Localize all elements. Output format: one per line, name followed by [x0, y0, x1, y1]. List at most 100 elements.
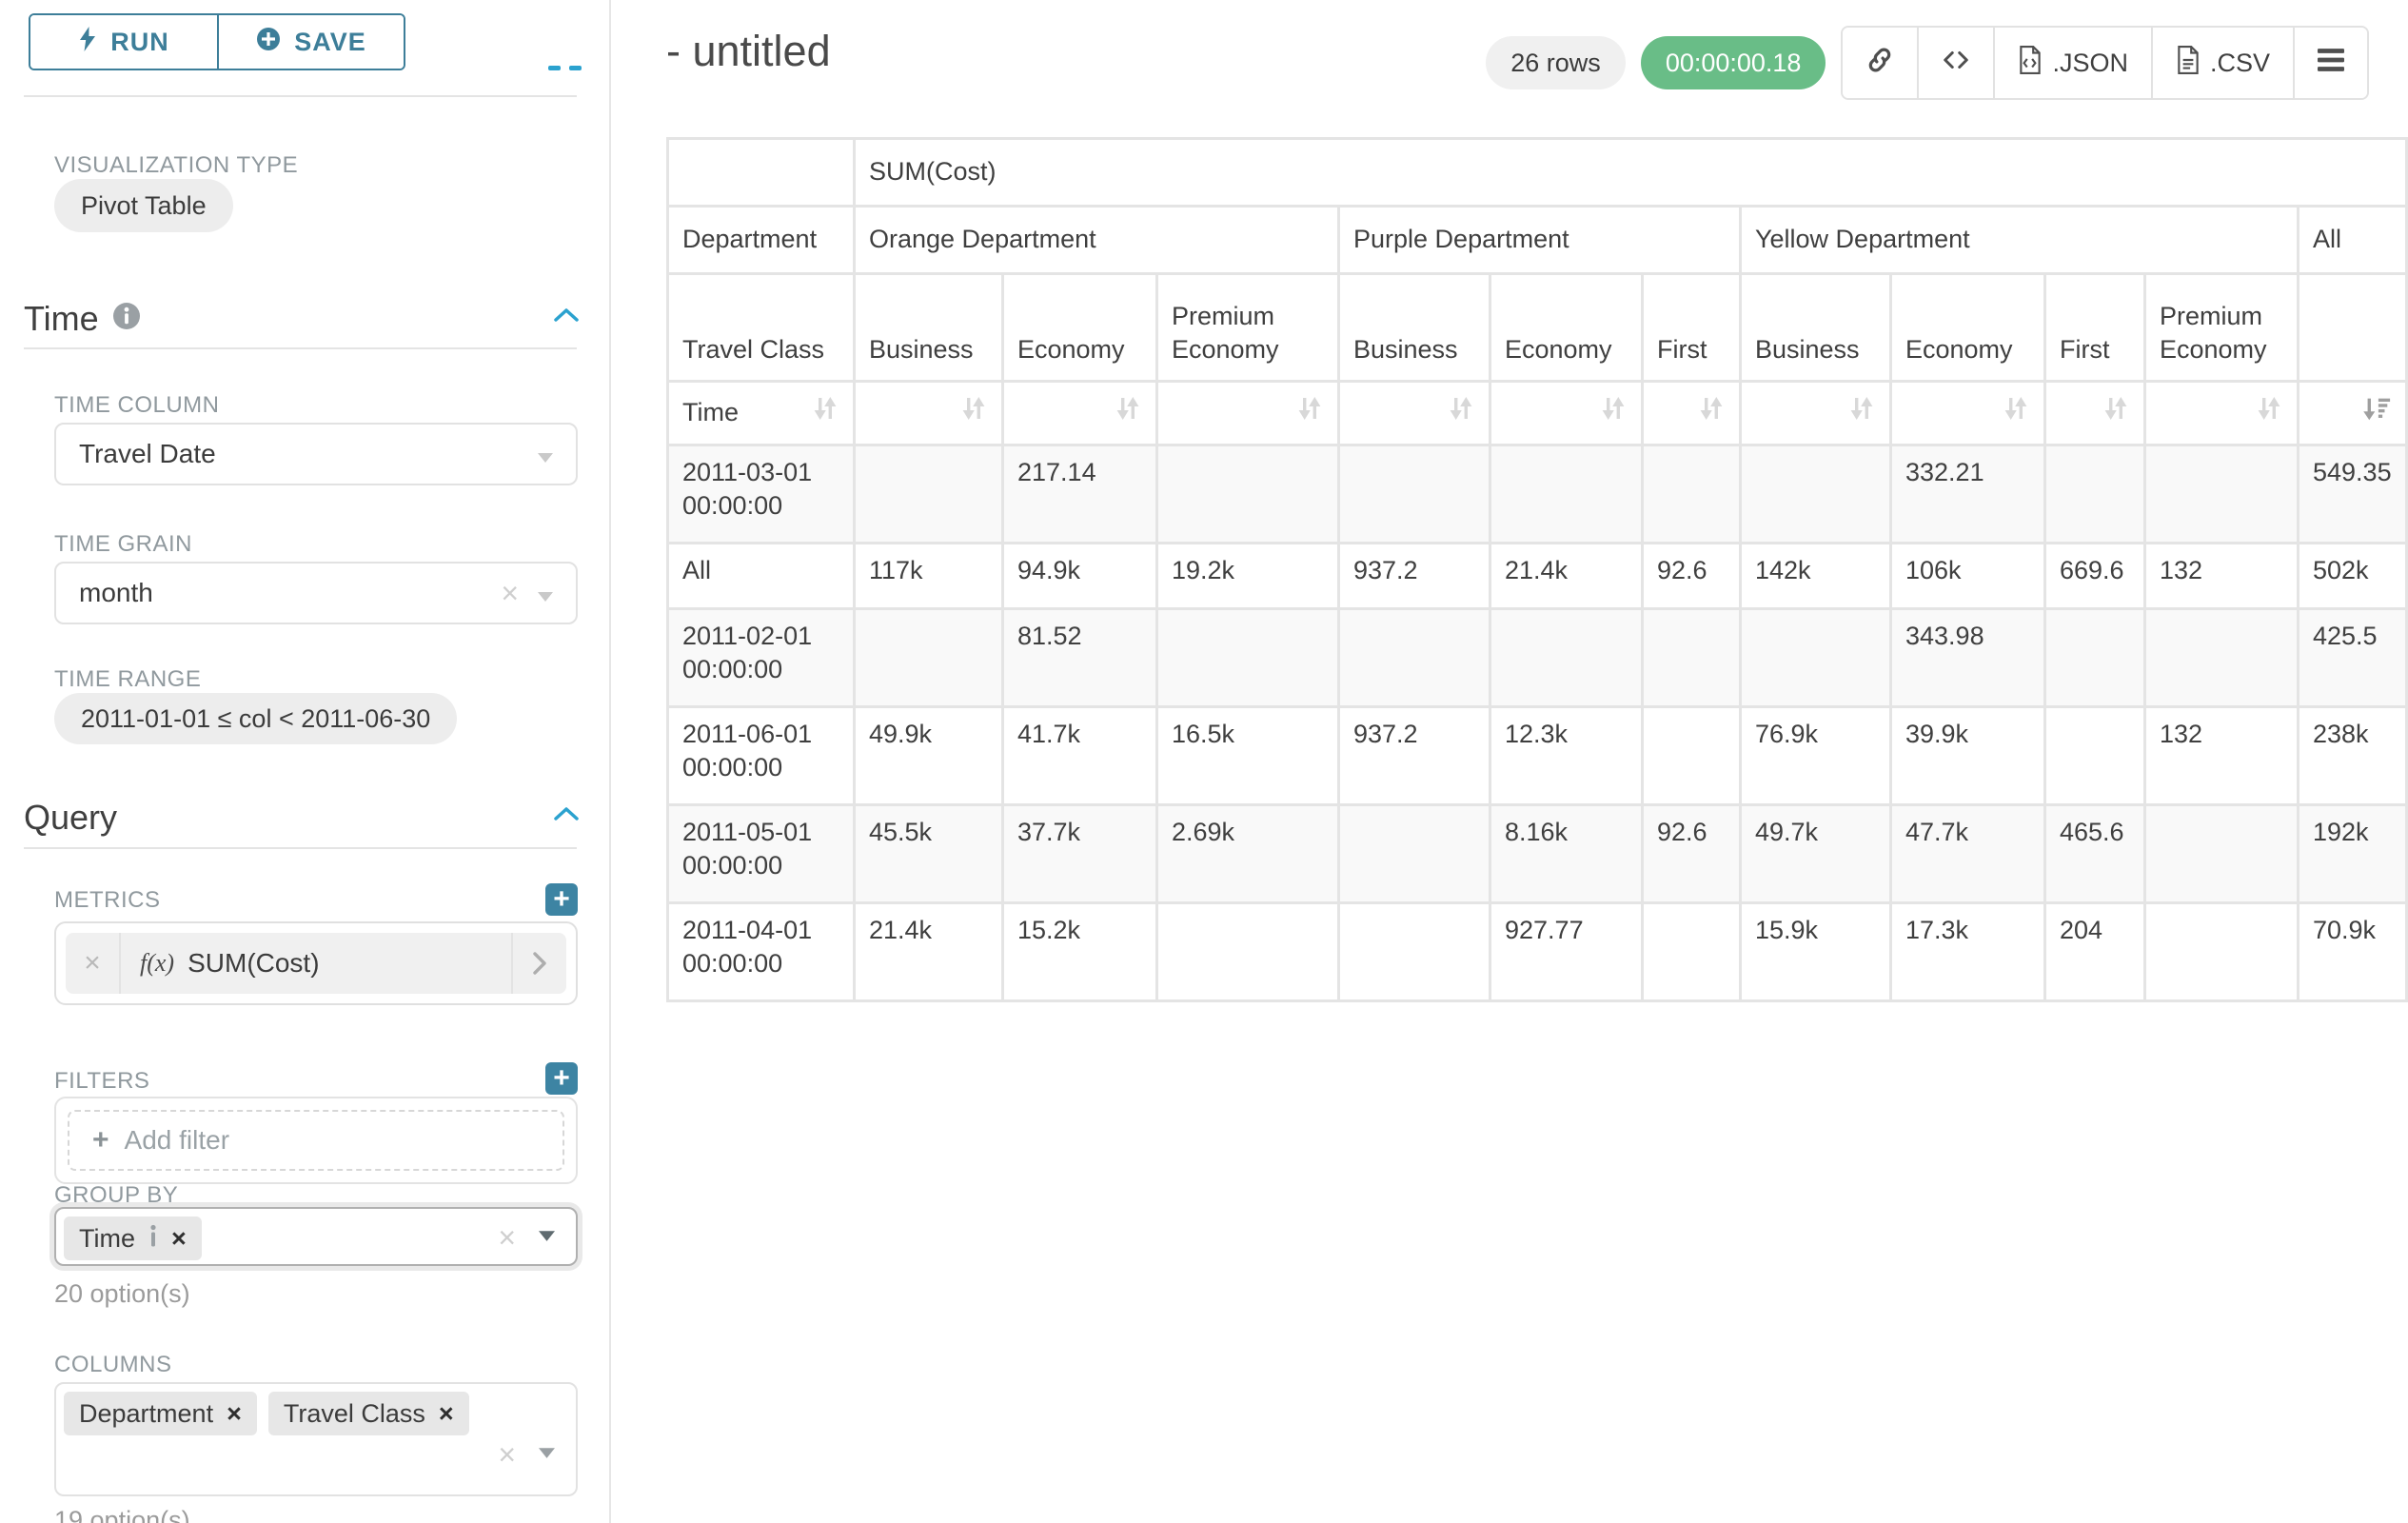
expand-metric-chevron-icon[interactable]	[511, 933, 566, 994]
time-range-value[interactable]: 2011-01-01 ≤ col < 2011-06-30	[54, 693, 458, 744]
view-query-button[interactable]	[1917, 28, 1994, 98]
query-duration-badge: 00:00:00.18	[1640, 36, 1826, 89]
pivot-cell	[1158, 610, 1337, 705]
pivot-cell	[2046, 446, 2143, 542]
share-link-button[interactable]	[1843, 28, 1918, 98]
time-range-label: TIME RANGE	[54, 666, 202, 692]
pivot-col-header: Premium Economy	[1158, 275, 1337, 380]
metric-pill[interactable]: × f(x) SUM(Cost)	[66, 933, 566, 994]
pivot-cell: 45.5k	[856, 806, 1001, 901]
collapse-query-chevron-icon[interactable]	[554, 807, 579, 825]
result-toolbar: 26 rows 00:00:00.18 .JSON	[1486, 25, 2369, 101]
remove-tag-icon[interactable]: ×	[171, 1223, 187, 1253]
pivot-cell: 142k	[1742, 544, 1889, 607]
code-icon	[1942, 46, 1970, 81]
pivot-cell: 132	[2146, 544, 2297, 607]
pivot-cell: 343.98	[1892, 610, 2043, 705]
pivot-cell: 16.5k	[1158, 708, 1337, 803]
sort-updown-icon	[1295, 394, 1324, 431]
pivot-cell	[1742, 446, 1889, 542]
columns-select[interactable]: Department × Travel Class × ×	[54, 1382, 578, 1496]
pivot-cell: 425.5	[2299, 610, 2405, 705]
pivot-cell	[856, 610, 1001, 705]
pivot-cell: 92.6	[1644, 544, 1739, 607]
function-icon: f(x)	[140, 949, 175, 977]
pivot-cell: 21.4k	[856, 904, 1001, 999]
pivot-row-label: 2011-05-01 00:00:00	[669, 806, 853, 901]
add-filter-button[interactable]: + Add filter	[68, 1110, 564, 1171]
sort-updown-icon	[1599, 394, 1628, 431]
pivot-cell: 927.77	[1491, 904, 1641, 999]
pivot-cell	[1158, 446, 1337, 542]
pivot-cell: 12.3k	[1491, 708, 1641, 803]
add-filter-plus-button[interactable]: +	[545, 1062, 578, 1095]
columns-tag[interactable]: Department ×	[64, 1392, 257, 1435]
pivot-col-sort[interactable]	[1892, 383, 2043, 444]
metric-control: × f(x) SUM(Cost)	[54, 921, 578, 1005]
group-by-select[interactable]: Time × ×	[54, 1207, 578, 1266]
add-metric-button[interactable]: +	[545, 883, 578, 916]
save-button[interactable]: SAVE	[217, 15, 404, 69]
chart-title[interactable]: - untitled	[666, 27, 831, 75]
pivot-cell: 132	[2146, 708, 2297, 803]
pivot-cell: 76.9k	[1742, 708, 1889, 803]
time-grain-select[interactable]: month ×	[54, 562, 578, 624]
section-divider	[24, 95, 577, 97]
pivot-col-sort[interactable]	[2046, 383, 2143, 444]
time-column-select[interactable]: Travel Date	[54, 423, 578, 485]
pivot-cell	[1644, 446, 1739, 542]
run-button[interactable]: RUN	[30, 15, 217, 69]
pivot-cell	[1644, 708, 1739, 803]
remove-tag-icon[interactable]: ×	[438, 1398, 454, 1428]
sort-updown-icon	[1847, 394, 1876, 431]
pivot-col-sort[interactable]	[2146, 383, 2297, 444]
pivot-cell: 17.3k	[1892, 904, 2043, 999]
collapse-time-chevron-icon[interactable]	[554, 308, 579, 326]
pivot-cell: 669.6	[2046, 544, 2143, 607]
pivot-col-sort[interactable]	[1158, 383, 1337, 444]
clear-all-icon[interactable]: ×	[498, 1220, 516, 1255]
pivot-metric-header: SUM(Cost)	[856, 140, 2405, 205]
pivot-col-sort[interactable]	[856, 383, 1001, 444]
save-button-label: SAVE	[294, 27, 366, 56]
pivot-group-header: Yellow Department	[1742, 208, 2297, 272]
pivot-col-sort[interactable]	[1004, 383, 1155, 444]
pivot-col-sort[interactable]	[1491, 383, 1641, 444]
export-csv-button[interactable]: .CSV	[2150, 28, 2293, 98]
clear-icon[interactable]: ×	[501, 576, 519, 610]
pivot-cell	[1742, 610, 1889, 705]
pivot-cell	[2046, 610, 2143, 705]
plus-icon: +	[92, 1124, 109, 1156]
group-by-label: GROUP BY	[54, 1182, 179, 1208]
control-panel: Chart Type RUN SAVE VISUALIZATION TYPE P…	[0, 0, 611, 1523]
visualization-type-value[interactable]: Pivot Table	[54, 179, 233, 232]
group-by-tag[interactable]: Time ×	[64, 1216, 202, 1260]
time-column-label: TIME COLUMN	[54, 392, 220, 418]
pivot-row-axis-sort[interactable]: Time	[669, 383, 853, 444]
columns-label: COLUMNS	[54, 1352, 172, 1377]
pivot-cell	[1644, 610, 1739, 705]
pivot-cell	[2146, 806, 2297, 901]
plus-circle-icon	[256, 27, 281, 58]
pivot-col-sort[interactable]	[1644, 383, 1739, 444]
hamburger-icon	[2318, 48, 2344, 78]
metric-name: SUM(Cost)	[188, 948, 320, 978]
caret-down-icon[interactable]	[539, 1229, 555, 1246]
caret-down-icon[interactable]	[539, 1446, 555, 1463]
columns-tag[interactable]: Travel Class ×	[267, 1392, 469, 1435]
export-json-button[interactable]: .JSON	[1993, 28, 2151, 98]
pivot-col-header	[2299, 275, 2405, 380]
pivot-cell	[1340, 610, 1489, 705]
pivot-cell: 94.9k	[1004, 544, 1155, 607]
pivot-col-header: Premium Economy	[2146, 275, 2297, 380]
more-menu-button[interactable]	[2293, 28, 2367, 98]
pivot-col-sort[interactable]	[1340, 383, 1489, 444]
sort-updown-icon	[2255, 394, 2283, 431]
json-file-icon	[2018, 45, 2043, 81]
remove-tag-icon[interactable]: ×	[227, 1398, 242, 1428]
pivot-col-sort[interactable]	[1742, 383, 1889, 444]
pivot-col-sort-active[interactable]	[2299, 383, 2405, 444]
sort-updown-icon	[1114, 394, 1142, 431]
remove-metric-icon[interactable]: ×	[66, 933, 121, 994]
clear-all-icon[interactable]: ×	[498, 1437, 516, 1472]
